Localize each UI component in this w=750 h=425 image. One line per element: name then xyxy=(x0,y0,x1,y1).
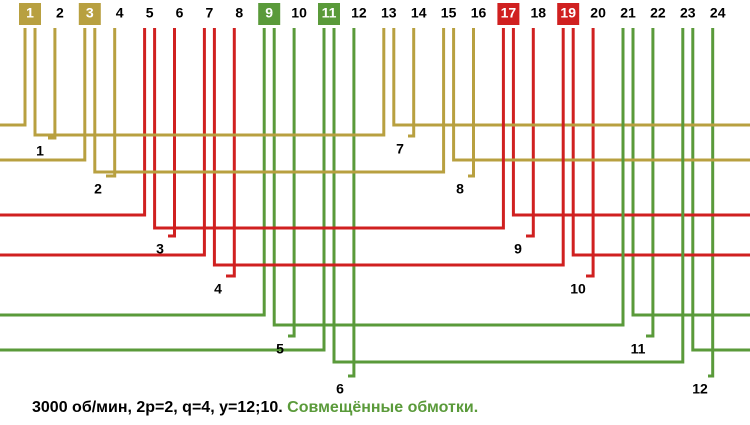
slot-highlight xyxy=(318,3,340,25)
coil-label: 2 xyxy=(94,181,102,197)
coil-label: 5 xyxy=(276,341,284,357)
slot-highlight xyxy=(258,3,281,25)
coil xyxy=(0,28,750,238)
slot-label: 15 xyxy=(441,5,457,21)
slot-highlight xyxy=(19,3,41,25)
coil xyxy=(33,28,386,140)
slot-label: 9 xyxy=(265,5,273,21)
coil-label: 7 xyxy=(396,141,404,157)
caption-main: 3000 об/мин, 2p=2, q=4, y=12;10. xyxy=(32,399,283,416)
slot-label: 21 xyxy=(620,5,636,21)
slot-label: 2 xyxy=(56,5,64,21)
coil xyxy=(0,28,750,278)
slot-label: 5 xyxy=(146,5,154,21)
slot-label: 13 xyxy=(381,5,397,21)
coil-label: 9 xyxy=(514,241,522,257)
coil-label: 1 xyxy=(36,143,44,159)
coil xyxy=(0,28,750,338)
slot-label: 23 xyxy=(680,5,696,21)
slot-label: 18 xyxy=(531,5,547,21)
slot-label: 7 xyxy=(206,5,214,21)
slot-label: 24 xyxy=(710,5,726,21)
coil-label: 4 xyxy=(214,281,222,297)
slot-label: 20 xyxy=(590,5,606,21)
coil-label: 11 xyxy=(631,341,646,357)
slot-label: 12 xyxy=(351,5,367,21)
slot-label: 6 xyxy=(176,5,184,21)
slot-label: 11 xyxy=(322,5,337,21)
caption-highlight: Совмещённые обмотки. xyxy=(287,399,478,416)
caption: 3000 об/мин, 2p=2, q=4, y=12;10. Совмещё… xyxy=(32,399,478,416)
slot-label: 10 xyxy=(291,5,307,21)
coil xyxy=(93,28,446,178)
slot-highlight xyxy=(78,3,101,25)
slot-label: 8 xyxy=(235,5,243,21)
coil xyxy=(0,28,750,138)
slot-label: 17 xyxy=(501,5,517,21)
slot-label: 19 xyxy=(560,5,576,21)
slot-label: 1 xyxy=(26,5,34,21)
coil xyxy=(332,28,685,378)
coil xyxy=(212,28,565,278)
slot-highlight xyxy=(497,3,520,25)
coil-label: 8 xyxy=(456,181,464,197)
coil xyxy=(153,28,505,238)
slot-label: 22 xyxy=(650,5,666,21)
coil-label: 3 xyxy=(156,241,164,257)
coil-label: 10 xyxy=(570,281,586,297)
coil-label: 6 xyxy=(336,381,344,397)
coil-label: 12 xyxy=(692,381,708,397)
coil xyxy=(272,28,625,338)
coil xyxy=(0,28,750,178)
slot-label: 4 xyxy=(116,5,124,21)
slot-label: 3 xyxy=(86,5,94,21)
slot-highlight xyxy=(557,3,580,25)
slot-label: 16 xyxy=(471,5,487,21)
slot-label: 14 xyxy=(411,5,427,21)
